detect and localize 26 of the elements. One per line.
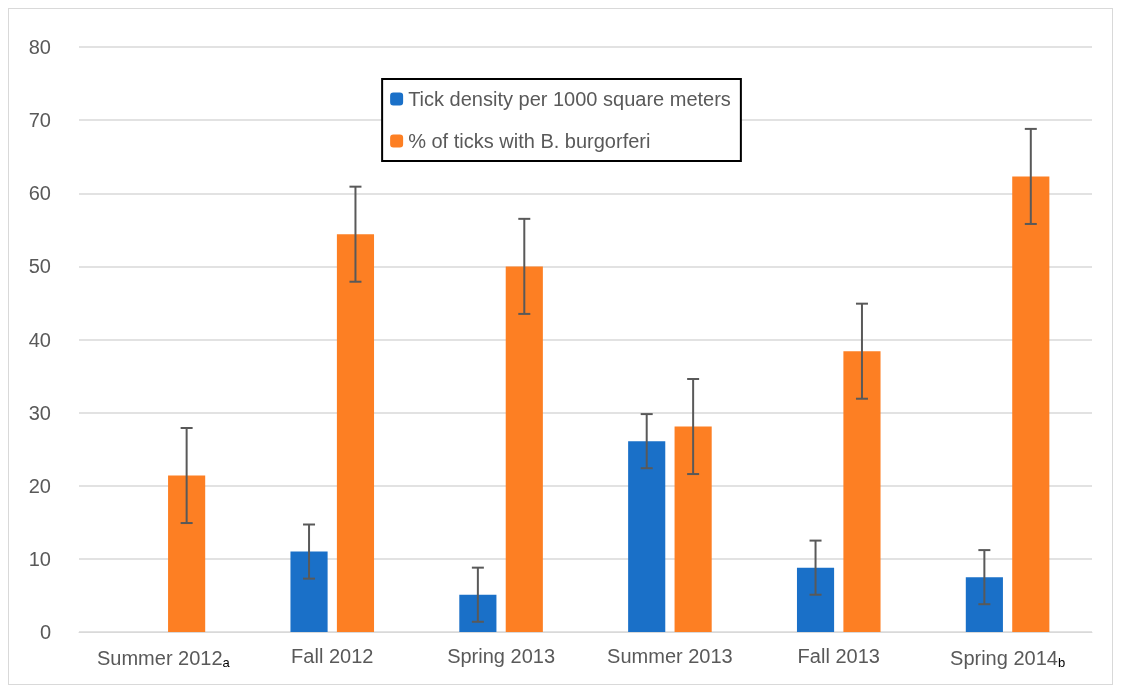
bar: [965, 577, 1003, 632]
bar: [674, 426, 712, 632]
bar: [628, 441, 666, 632]
bar: [843, 351, 881, 632]
y-tick-label: 50: [28, 255, 51, 278]
y-tick-label: 80: [28, 36, 51, 58]
legend-label: % of ticks with B. burgorferi: [408, 130, 651, 152]
bar: [168, 475, 206, 632]
y-tick-label: 30: [28, 401, 51, 424]
x-tick-label: Fall 2012: [291, 645, 374, 667]
bar: [290, 551, 328, 632]
x-tick-label: Spring 2013: [447, 645, 556, 667]
x-tick-label: Summer 2013: [607, 645, 733, 667]
bar: [1012, 176, 1050, 632]
bar: [505, 266, 543, 632]
y-tick-label: 40: [28, 328, 51, 351]
x-tick-label: Fall 2013: [797, 645, 880, 667]
y-tick-label: 10: [28, 547, 51, 570]
y-tick-label: 60: [28, 182, 51, 205]
legend-label: Tick density per 1000 square meters: [408, 88, 731, 110]
y-tick-label: 70: [28, 109, 51, 132]
bar: [796, 567, 835, 632]
bar: [336, 234, 375, 632]
bar: [459, 594, 497, 632]
y-tick-label: 20: [28, 474, 51, 497]
y-tick-label: 0: [39, 621, 51, 643]
